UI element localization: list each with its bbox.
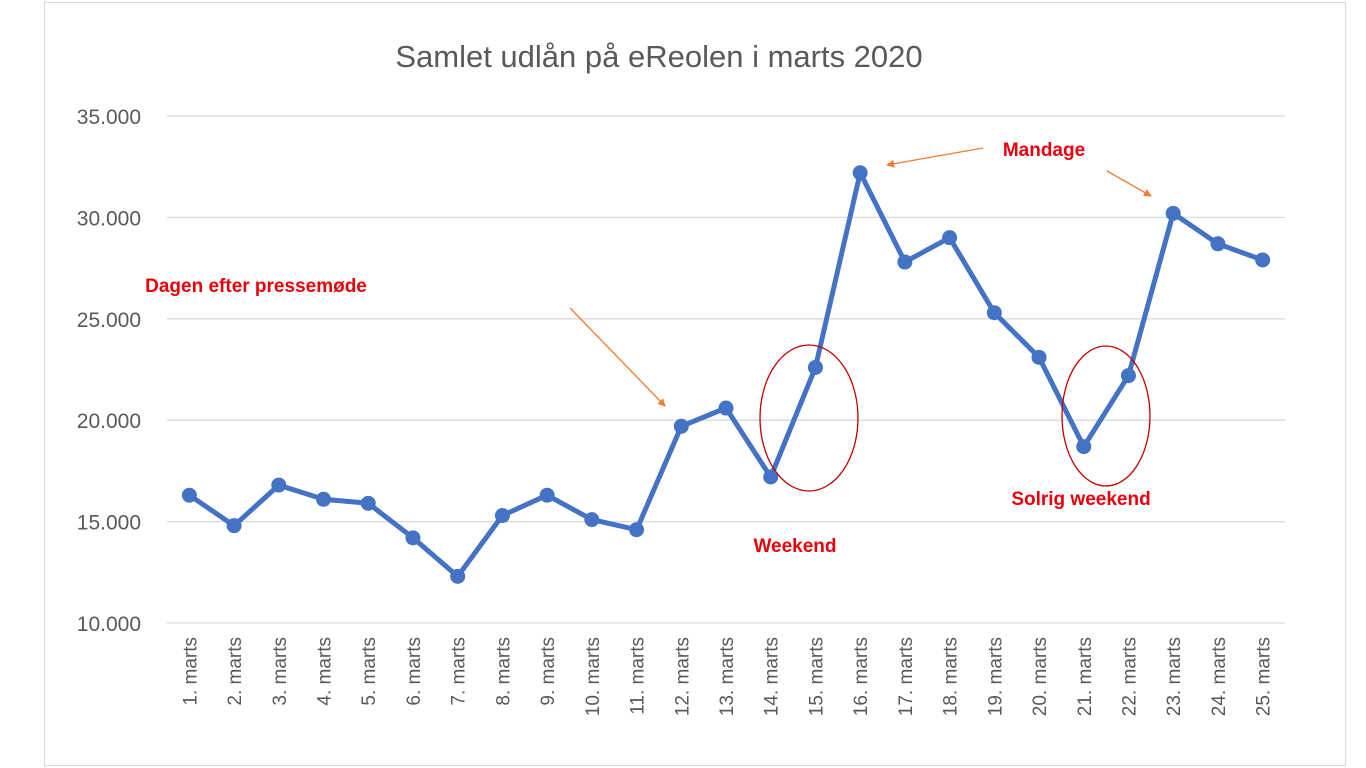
data-point xyxy=(316,491,332,507)
x-tick-label: 10. marts xyxy=(583,637,604,716)
data-point xyxy=(450,568,466,584)
x-tick-label: 11. marts xyxy=(628,637,649,715)
data-point xyxy=(852,165,868,181)
line-chart: Samlet udlån på eReolen i marts 2020 10.… xyxy=(77,39,1285,716)
highlight-circle-weekend xyxy=(759,344,859,492)
data-point xyxy=(539,487,555,503)
x-tick-label: 4. marts xyxy=(315,637,336,706)
x-tick-label: 6. marts xyxy=(404,637,425,706)
data-point xyxy=(1165,205,1181,221)
data-point xyxy=(1076,439,1092,455)
x-tick-label: 7. marts xyxy=(449,637,470,706)
y-tick-label: 30.000 xyxy=(77,207,141,230)
y-tick-label: 10.000 xyxy=(77,613,141,636)
x-tick-label: 9. marts xyxy=(538,637,559,706)
x-tick-label: 2. marts xyxy=(225,637,246,706)
data-point xyxy=(1120,368,1136,384)
x-tick-label: 17. marts xyxy=(896,637,917,716)
data-point xyxy=(718,400,734,416)
data-point xyxy=(629,522,645,538)
x-tick-label: 5. marts xyxy=(359,637,380,706)
y-tick-label: 15.000 xyxy=(77,512,141,535)
gridlines xyxy=(167,115,1285,624)
data-point xyxy=(360,495,376,511)
data-point xyxy=(226,518,242,534)
x-tick-label: 20. marts xyxy=(1030,637,1051,716)
x-tick-label: 3. marts xyxy=(270,637,291,706)
annotation-weekend: Weekend xyxy=(753,536,836,557)
data-point xyxy=(897,254,913,270)
data-point xyxy=(494,508,510,524)
x-tick-label: 1. marts xyxy=(180,637,201,706)
data-point xyxy=(584,512,600,528)
annotation-mandage: Mandage xyxy=(1003,140,1085,161)
data-point xyxy=(271,477,287,493)
data-point xyxy=(1210,236,1226,252)
chart-title: Samlet udlån på eReolen i marts 2020 xyxy=(395,39,922,74)
y-tick-label: 35.000 xyxy=(77,106,141,129)
x-tick-label: 16. marts xyxy=(851,637,872,716)
series-line xyxy=(186,170,1266,579)
x-tick-label: 21. marts xyxy=(1075,637,1096,716)
data-point xyxy=(942,230,958,246)
x-tick-label: 18. marts xyxy=(941,637,962,716)
data-point xyxy=(807,359,823,375)
data-point xyxy=(1255,252,1271,268)
x-tick-label: 24. marts xyxy=(1209,637,1230,716)
x-tick-label: 19. marts xyxy=(985,637,1006,716)
x-tick-label: 15. marts xyxy=(806,637,827,716)
data-point xyxy=(405,530,421,546)
annotation-arrow-pressemoede xyxy=(569,307,666,407)
y-tick-label: 20.000 xyxy=(77,410,141,433)
x-axis-ticks: 1. marts 2. marts 3. marts 4. marts 5. marts… xyxy=(180,637,1274,716)
annotation-arrow-mandage-1 xyxy=(886,147,984,168)
annotation-dagen-efter-pressemoede: Dagen efter pressemøde xyxy=(145,276,367,297)
data-point xyxy=(673,418,689,434)
x-tick-label: 14. marts xyxy=(762,637,783,716)
x-tick-label: 25. marts xyxy=(1254,637,1275,716)
annotation-arrow-mandage-2 xyxy=(1106,170,1152,197)
x-tick-label: 23. marts xyxy=(1164,637,1185,716)
data-point xyxy=(763,469,779,485)
y-tick-label: 25.000 xyxy=(77,309,141,332)
chart-frame: Samlet udlån på eReolen i marts 2020 10.… xyxy=(44,2,1346,766)
data-point xyxy=(181,487,197,503)
annotation-solrig-weekend: Solrig weekend xyxy=(1011,489,1150,510)
data-point xyxy=(1031,349,1047,365)
data-point xyxy=(986,305,1002,321)
x-tick-label: 13. marts xyxy=(717,637,738,716)
highlight-circle-solrig-weekend xyxy=(1061,345,1151,487)
x-tick-label: 8. marts xyxy=(493,637,514,706)
series-samlet-udlaan xyxy=(181,165,1271,584)
y-axis-ticks: 10.000 15.000 20.000 25.000 30.000 35.000 xyxy=(77,106,141,636)
annotations: Dagen efter pressemøde Weekend Mandage S… xyxy=(145,140,1152,557)
x-tick-label: 22. marts xyxy=(1119,637,1140,716)
x-tick-label: 12. marts xyxy=(672,637,693,716)
